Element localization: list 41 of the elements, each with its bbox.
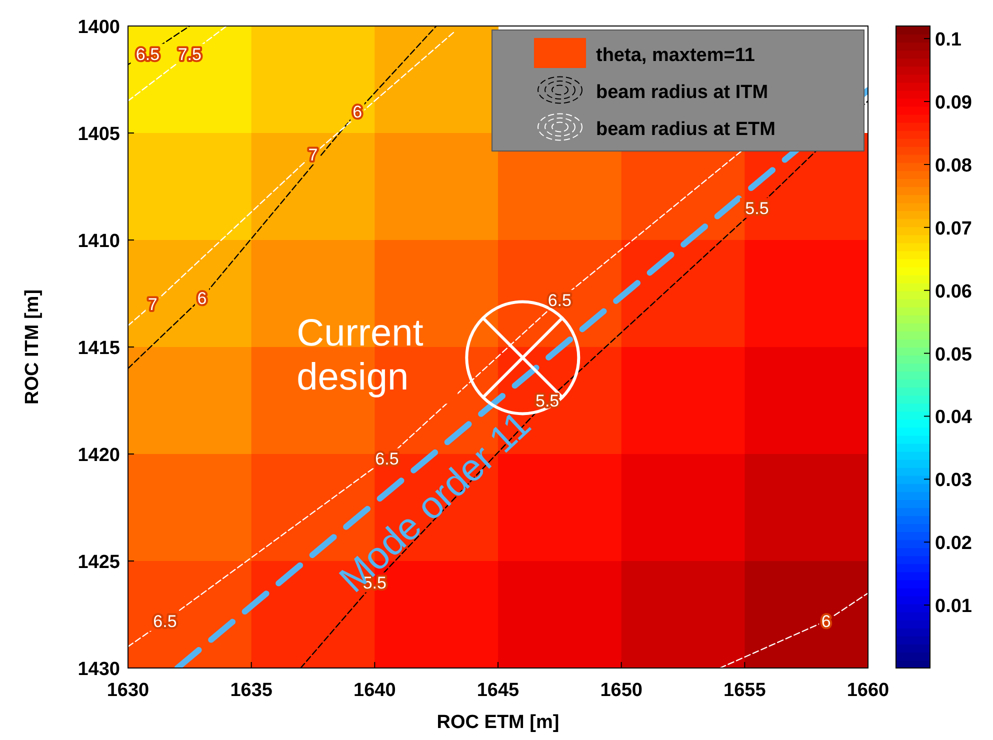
annotation: Current design [296, 312, 424, 399]
legend-label: beam radius at ITM [596, 82, 768, 103]
color-bar-label: 0.03 [935, 470, 972, 492]
x-tick-label: 1645 [476, 680, 520, 701]
color-bar-label: 0.02 [935, 533, 972, 554]
annotation: 6.5 [153, 612, 177, 631]
color-bar-label: 0.09 [935, 92, 972, 114]
annotation: 6.5 [548, 290, 572, 310]
annotation: 6.5 [136, 44, 160, 64]
color-bar-label: 0.05 [935, 344, 972, 366]
annotation: 7 [148, 295, 158, 314]
x-tick-label: 1640 [354, 680, 396, 701]
legend-label: beam radius at ETM [596, 119, 776, 140]
y-axis-title: ROC ITM [m] [22, 289, 43, 405]
color-bar-label: 0.01 [935, 596, 972, 618]
y-tick-label: 1415 [78, 338, 120, 359]
legend-label: theta, maxtem=11 [596, 45, 756, 66]
x-tick-label: 1635 [230, 680, 273, 701]
x-tick-label: 1655 [724, 680, 766, 701]
color-bar-label: 0.06 [935, 281, 972, 302]
annotation: 7.5 [178, 44, 202, 64]
y-tick-label: 1420 [78, 445, 120, 466]
annotation: 5.5 [745, 198, 769, 218]
annotation: 6.5 [375, 449, 399, 468]
x-tick-label: 1630 [106, 680, 150, 701]
x-tick-label: 1650 [600, 680, 642, 701]
y-tick-label: 1400 [78, 17, 120, 38]
annotation: 7 [308, 145, 318, 164]
y-tick-label: 1425 [78, 552, 120, 573]
x-axis-title: ROC ETM [m] [436, 712, 560, 733]
x-tick-label: 1660 [846, 680, 890, 701]
annotation: 6 [197, 288, 207, 308]
y-tick-label: 1410 [78, 231, 120, 252]
color-bar-label: 0.1 [935, 30, 962, 51]
annotation: 6 [821, 612, 831, 631]
y-tick-label: 1430 [78, 659, 120, 680]
color-bar-label: 0.04 [935, 407, 972, 428]
color-bar-label: 0.07 [935, 218, 972, 240]
y-tick-label: 1405 [78, 124, 120, 145]
annotation: 6 [352, 102, 362, 122]
color-bar-label: 0.08 [935, 155, 972, 176]
